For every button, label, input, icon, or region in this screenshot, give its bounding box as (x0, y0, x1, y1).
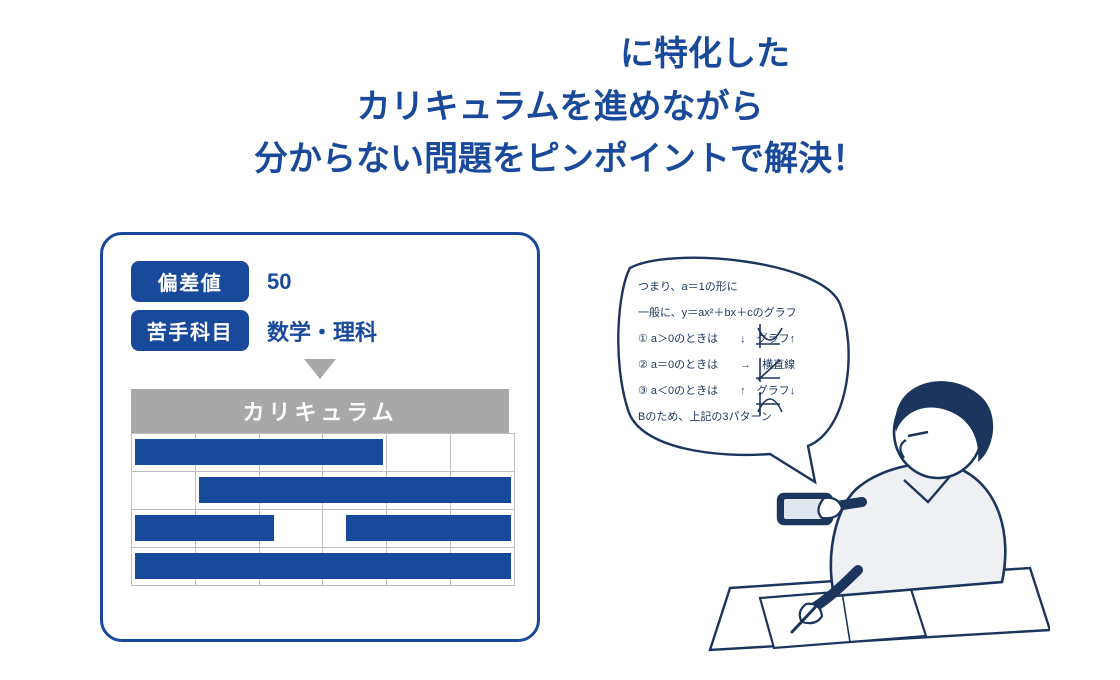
pill-weak-subjects-value: 数学・理科 (267, 315, 377, 347)
gantt-bar (346, 515, 511, 541)
pill-deviation-value: 50 (267, 269, 291, 295)
speech-line: つまり、a＝1の形に (638, 280, 738, 293)
headline: に特化した カリキュラムを進めながら 分からない問題をピンポイントで解決！ (0, 0, 1120, 186)
headline-line-2: カリキュラムを進めながら (0, 81, 1120, 134)
gantt-title: カリキュラム (131, 389, 509, 433)
pill-row: 苦手科目 数学・理科 (131, 310, 509, 351)
headline-line-3: 分からない問題をピンポイントで解決！ (0, 133, 1120, 186)
speech-bubble: つまり、a＝1の形に一般に、y＝ax²＋bx＋cのグラフ ① a＞0のときは ↓ … (618, 258, 848, 482)
gantt-bar (135, 439, 383, 465)
gantt-bar (135, 515, 274, 541)
speech-line: 一般に、y＝ax²＋bx＋cのグラフ (638, 305, 797, 319)
gantt-cell (387, 434, 451, 472)
gantt-cell (132, 472, 196, 510)
student (831, 381, 1005, 596)
student-illustration: つまり、a＝1の形に一般に、y＝ax²＋bx＋cのグラフ ① a＞0のときは ↓ … (610, 250, 1050, 660)
speech-line: ① a＞0のときは ↓ グラフ↑ (638, 331, 795, 345)
gantt-cell (451, 434, 515, 472)
arrow-down-icon (304, 359, 336, 379)
pill-weak-subjects: 苦手科目 (131, 310, 249, 351)
speech-line: ② a＝0のときは → 横直線 (638, 357, 795, 371)
gantt-bar (199, 477, 511, 503)
pill-row: 偏差値 50 (131, 261, 509, 302)
speech-line: ③ a＜0のときは ↑ グラフ↓ (638, 383, 795, 397)
headline-line-1: に特化した (0, 28, 1120, 81)
curriculum-card: 偏差値 50 苦手科目 数学・理科 カリキュラム (100, 232, 540, 642)
speech-line: Bのため、上記の3パターン (638, 409, 772, 423)
pill-deviation: 偏差値 (131, 261, 249, 302)
gantt-bar (135, 553, 511, 579)
